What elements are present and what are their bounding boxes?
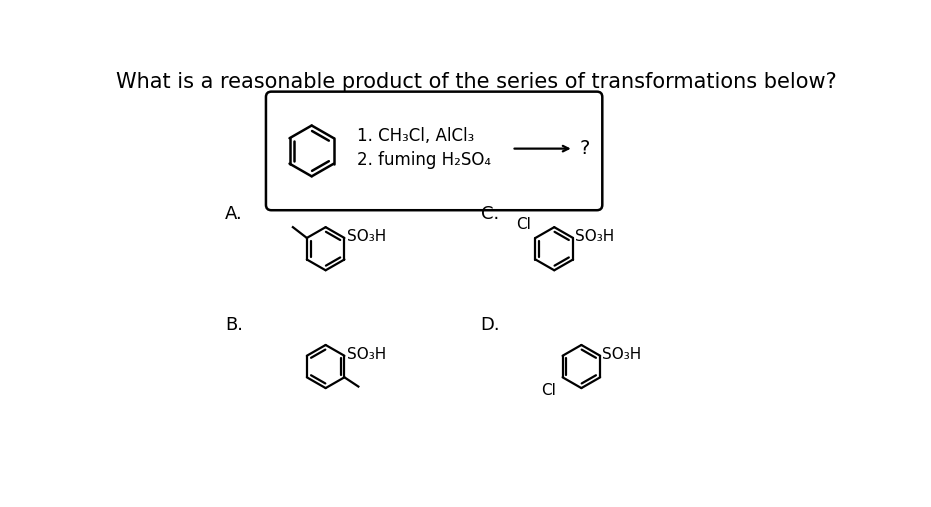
FancyBboxPatch shape <box>266 92 602 210</box>
Text: D.: D. <box>480 316 500 335</box>
Text: SO₃H: SO₃H <box>602 347 641 361</box>
Text: ?: ? <box>580 139 590 158</box>
Text: C.: C. <box>480 205 499 223</box>
Text: What is a reasonable product of the series of transformations below?: What is a reasonable product of the seri… <box>116 73 837 92</box>
Text: SO₃H: SO₃H <box>346 347 386 361</box>
Text: 2. fuming H₂SO₄: 2. fuming H₂SO₄ <box>357 151 491 169</box>
Text: Cl: Cl <box>516 217 531 232</box>
Text: SO₃H: SO₃H <box>346 229 386 244</box>
Text: Cl: Cl <box>542 383 557 399</box>
Text: 1. CH₃Cl, AlCl₃: 1. CH₃Cl, AlCl₃ <box>357 127 474 144</box>
Text: SO₃H: SO₃H <box>575 229 614 244</box>
Text: A.: A. <box>225 205 243 223</box>
Text: B.: B. <box>225 316 243 335</box>
